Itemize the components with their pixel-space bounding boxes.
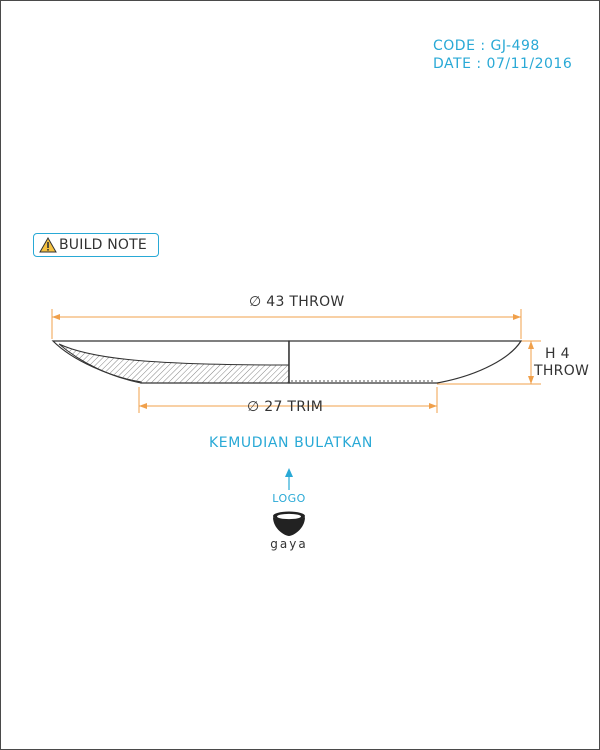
height-label-line2: THROW [534, 363, 590, 379]
diameter-trim-dimension [138, 387, 438, 413]
warning-triangle-icon [39, 237, 57, 253]
logo-arrow [285, 468, 293, 490]
meta-block: CODE : GJ-498 DATE : 07/11/2016 [433, 37, 572, 73]
diameter-trim-label: ∅ 27 TRIM [247, 399, 324, 415]
instruction-text: KEMUDIAN BULATKAN [209, 435, 373, 451]
build-note-badge: BUILD NOTE [33, 233, 159, 257]
diameter-throw-label: ∅ 43 THROW [249, 294, 345, 310]
height-throw-dimension [437, 340, 541, 385]
diameter-throw-dimension [51, 309, 522, 339]
height-label-line1: H 4 [545, 346, 570, 362]
gaya-logo-icon [273, 511, 305, 536]
plate-profile [51, 340, 523, 384]
code-text: CODE : GJ-498 [433, 38, 540, 54]
brand-name: gaya [270, 537, 308, 551]
date-text: DATE : 07/11/2016 [433, 56, 573, 72]
build-note-label: BUILD NOTE [59, 237, 147, 253]
logo-label: LOGO [272, 492, 306, 505]
